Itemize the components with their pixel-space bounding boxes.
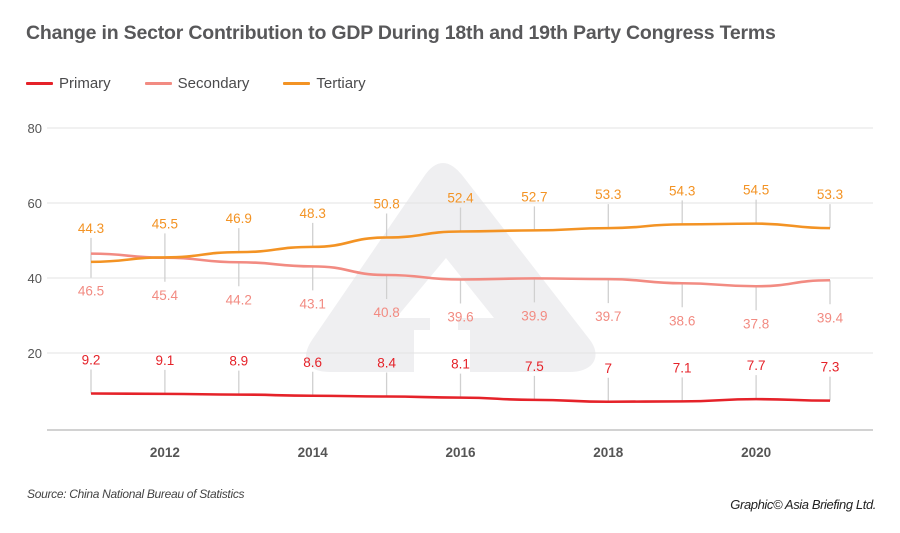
data-label-tertiary: 53.3 xyxy=(817,187,843,202)
data-label-primary: 7.5 xyxy=(525,359,544,374)
data-label-primary: 9.1 xyxy=(156,353,175,368)
data-label-primary: 8.9 xyxy=(229,354,248,369)
data-label-primary: 7.7 xyxy=(747,358,766,373)
data-label-primary: 8.6 xyxy=(303,355,322,370)
data-label-primary: 9.2 xyxy=(82,353,101,368)
x-tick-label: 2020 xyxy=(741,445,771,460)
legend-swatch-secondary xyxy=(144,82,172,85)
series-line-primary xyxy=(90,392,831,404)
data-label-tertiary: 54.3 xyxy=(669,183,695,198)
label-leader-lines xyxy=(90,199,831,402)
data-label-tertiary: 48.3 xyxy=(300,206,326,221)
data-label-secondary: 39.6 xyxy=(447,310,473,325)
y-tick-label: 80 xyxy=(28,121,42,136)
asia-briefing-logo-icon xyxy=(306,163,596,372)
legend-item-tertiary[interactable]: Tertiary xyxy=(283,75,366,92)
data-label-tertiary: 53.3 xyxy=(595,187,621,202)
series-line-secondary xyxy=(90,252,831,288)
data-label-primary: 7 xyxy=(605,361,613,376)
data-label-tertiary: 52.4 xyxy=(447,191,474,206)
y-tick-label: 40 xyxy=(28,271,42,286)
data-label-primary: 8.4 xyxy=(377,356,396,371)
series-line-tertiary xyxy=(90,222,831,264)
legend-label-secondary: Secondary xyxy=(177,75,250,92)
legend: Primary Secondary Tertiary xyxy=(26,75,400,92)
data-labels: 9.2 9.1 8.9 8.6 8.4 8.1 7.5 7 7.1 7.7 7.3 46.5 45.4 4… xyxy=(78,183,844,376)
x-tick-label: 2016 xyxy=(445,445,476,460)
data-label-secondary: 46.5 xyxy=(78,284,104,299)
data-label-tertiary: 52.7 xyxy=(521,189,547,204)
data-label-tertiary: 54.5 xyxy=(743,183,769,198)
data-label-secondary: 44.2 xyxy=(226,292,252,307)
data-label-secondary: 45.4 xyxy=(152,288,179,303)
source-note: Source: China National Bureau of Statist… xyxy=(27,487,245,501)
chart-title: Change in Sector Contribution to GDP Dur… xyxy=(26,22,776,44)
data-label-tertiary: 50.8 xyxy=(373,197,399,212)
legend-item-primary[interactable]: Primary xyxy=(26,75,111,92)
grid-lines xyxy=(47,127,873,431)
legend-item-secondary[interactable]: Secondary xyxy=(144,75,250,92)
x-tick-label: 2018 xyxy=(593,445,624,460)
data-label-primary: 7.1 xyxy=(673,360,692,375)
legend-swatch-tertiary xyxy=(283,82,311,85)
legend-swatch-primary xyxy=(26,82,53,85)
legend-label-primary: Primary xyxy=(59,75,111,92)
data-label-secondary: 39.7 xyxy=(595,309,621,324)
y-tick-label: 60 xyxy=(28,196,42,211)
data-label-secondary: 40.8 xyxy=(373,305,399,320)
data-label-secondary: 38.6 xyxy=(669,313,695,328)
series-lines xyxy=(90,222,831,404)
credit-note: Graphic© Asia Briefing Ltd. xyxy=(730,497,876,512)
x-axis: 2012 2014 2016 2018 2020 xyxy=(150,445,771,460)
data-label-tertiary: 46.9 xyxy=(226,211,252,226)
data-label-tertiary: 44.3 xyxy=(78,221,104,236)
x-tick-label: 2012 xyxy=(150,445,180,460)
data-label-secondary: 39.9 xyxy=(521,308,547,323)
data-label-secondary: 43.1 xyxy=(300,296,326,311)
x-tick-label: 2014 xyxy=(298,445,329,460)
data-label-secondary: 37.8 xyxy=(743,316,769,331)
data-label-tertiary: 45.5 xyxy=(152,216,178,231)
y-tick-label: 20 xyxy=(28,346,42,361)
data-label-secondary: 39.4 xyxy=(817,310,844,325)
data-label-primary: 7.3 xyxy=(821,360,840,375)
legend-label-tertiary: Tertiary xyxy=(316,75,366,92)
y-axis: 20 40 60 80 xyxy=(28,121,42,361)
data-label-primary: 8.1 xyxy=(451,357,470,372)
